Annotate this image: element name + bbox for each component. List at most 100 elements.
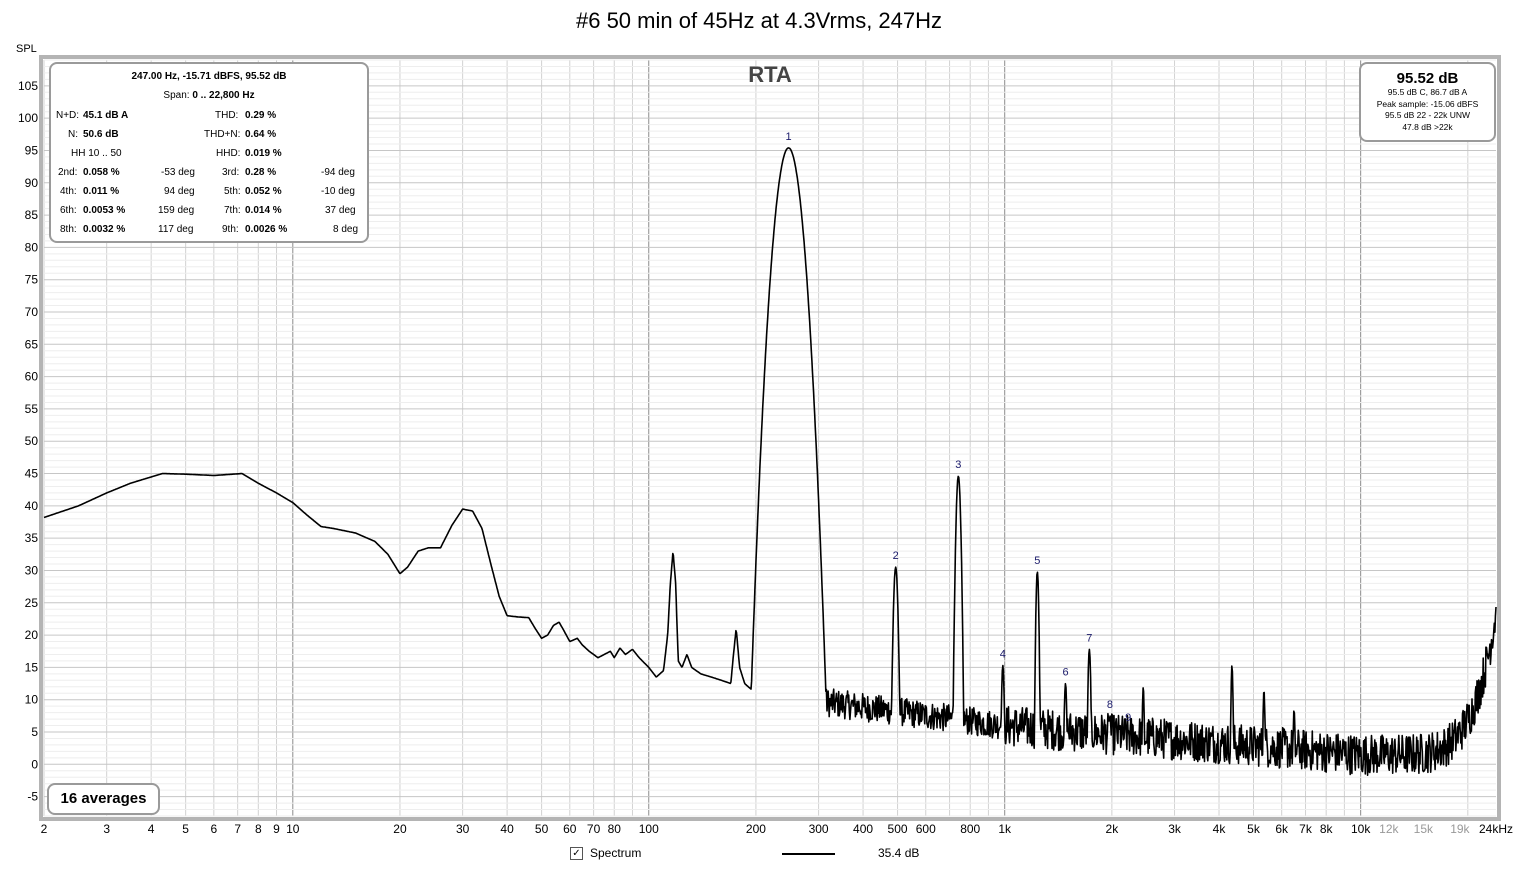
span-value: 0 .. 22,800 Hz: [192, 90, 255, 101]
x-tick-label: 300: [809, 822, 829, 836]
x-tick-label: 10k: [1351, 822, 1371, 836]
y-tick-label: 40: [25, 499, 39, 513]
x-tick-label: 40: [500, 822, 514, 836]
y-tick-label: 25: [25, 596, 39, 610]
x-tick-label: 2k: [1106, 822, 1120, 836]
legend-series-value: 35.4 dB: [878, 846, 920, 860]
harmonic-number-label: 3: [955, 459, 961, 471]
harmonic-phase: 37 deg: [325, 205, 356, 216]
x-tick-label: 800: [960, 822, 980, 836]
y-tick-label: -5: [27, 790, 38, 804]
x-tick-label: 19k: [1450, 822, 1470, 836]
thdn-label: THD+N:: [204, 129, 241, 140]
y-tick-label: 80: [25, 240, 39, 254]
y-tick-label: 55: [25, 402, 39, 416]
x-tick-label: 3: [103, 822, 110, 836]
harmonic-phase: -10 deg: [321, 186, 355, 197]
span-line: Span: 0 .. 22,800 Hz: [51, 90, 367, 101]
n-label: N:: [68, 129, 78, 140]
thdn-value: 0.64 %: [245, 129, 277, 140]
x-tick-label: 400: [853, 822, 873, 836]
y-tick-label: 35: [25, 531, 39, 545]
x-tick-label: 9: [273, 822, 280, 836]
thd-label: THD:: [215, 110, 239, 121]
harmonic-phase: 94 deg: [164, 186, 195, 197]
x-tick-label: 1k: [998, 822, 1012, 836]
harmonic-label: 3rd:: [222, 167, 240, 178]
harmonic-number-label: 8: [1107, 699, 1113, 711]
harmonic-value: 0.052 %: [245, 186, 282, 197]
x-tick-label: 70: [587, 822, 601, 836]
y-axis-ticks: -5 0 5 10 15 20 25 30 35 40 45 50 55 60 65 70 75 80 85 90 95…: [18, 79, 38, 804]
harmonic-phase: -94 deg: [321, 167, 355, 178]
y-tick-label: 100: [18, 111, 38, 125]
x-tick-label: 5: [182, 822, 189, 836]
x-tick-label: 20: [393, 822, 407, 836]
thd-value: 0.29 %: [245, 110, 277, 121]
legend-series-name: Spectrum: [590, 846, 642, 860]
harmonic-number-label: 9: [1125, 712, 1131, 724]
y-tick-label: 50: [25, 434, 39, 448]
harmonic-value: 0.058 %: [83, 167, 120, 178]
y-tick-label: 10: [25, 693, 39, 707]
x-tick-label: 7k: [1299, 822, 1313, 836]
rta-label: RTA: [748, 62, 792, 87]
x-tick-label: 7: [234, 822, 241, 836]
hh-label: HH 10 .. 50: [71, 148, 122, 159]
harmonic-phase: -53 deg: [161, 167, 195, 178]
y-tick-label: 15: [25, 660, 39, 674]
chart-title: #6 50 min of 45Hz at 4.3Vrms, 247Hz: [575, 8, 943, 33]
y-tick-label: 5: [31, 725, 38, 739]
distortion-stats-panel[interactable]: 247.00 Hz, -15.71 dBFS, 95.52 dB Span: 0…: [49, 62, 369, 243]
y-tick-label: 60: [25, 370, 39, 384]
y-tick-label: 75: [25, 273, 39, 287]
level-line: Peak sample: -15.06 dBFS: [1376, 98, 1479, 109]
level-line: 95.5 dB 22 - 22k UNW: [1384, 110, 1471, 120]
level-line: 95.5 dB C, 86.7 dB A: [1387, 87, 1468, 97]
n-value: 50.6 dB: [83, 129, 119, 140]
x-tick-label: 80: [608, 822, 622, 836]
series-spectrum: [43, 147, 1497, 776]
harmonic-value: 0.0053 %: [83, 205, 126, 216]
level-main-value: 95.52 dB: [1396, 70, 1459, 87]
x-tick-label: 15k: [1414, 822, 1434, 836]
y-tick-label: 20: [25, 628, 39, 642]
x-tick-label: 5k: [1247, 822, 1261, 836]
x-tick-label: 24kHz: [1479, 822, 1513, 836]
harmonic-label: 7th:: [224, 205, 241, 216]
level-line: 47.8 dB >22k: [1402, 121, 1453, 132]
x-tick-label: 30: [456, 822, 470, 836]
harmonic-number-label: 2: [893, 550, 899, 562]
grid-lines: [43, 59, 1496, 817]
harmonic-number-label: 7: [1086, 632, 1092, 644]
spectrum-line: [43, 147, 1497, 776]
plot-frame: [39, 55, 1501, 821]
x-tick-label: 8: [255, 822, 262, 836]
y-tick-label: 30: [25, 563, 39, 577]
harmonic-markers: 1 2 3 4 5 6 7 89: [785, 131, 1131, 724]
x-axis-ticks: 2 3 4 5 6 7 8 9 10 20 30 40 50 60 70 80 100 200 300 400 500 6…: [41, 822, 1513, 836]
harmonic-label: 4th:: [60, 186, 77, 197]
harmonic-label: 8th:: [60, 224, 77, 235]
x-tick-label: 10: [286, 822, 300, 836]
x-tick-label: 50: [535, 822, 549, 836]
y-tick-label: 95: [25, 143, 39, 157]
nd-label: N+D:: [56, 110, 80, 121]
spectrum-checkbox[interactable]: ✓: [570, 847, 583, 860]
span-label: Span:: [163, 90, 190, 101]
harmonic-number-label: 1: [785, 131, 791, 143]
harmonic-phase: 117 deg: [158, 224, 194, 235]
nd-value: 45.1 dB A: [83, 110, 129, 121]
level-readout-panel[interactable]: 95.52 dB 95.5 dB C, 86.7 dB A Peak sampl…: [1359, 62, 1496, 142]
harmonic-phase: 8 deg: [333, 224, 359, 235]
x-tick-label: 4k: [1213, 822, 1227, 836]
legend-line-swatch: [782, 853, 835, 855]
harmonic-label: 6th:: [60, 205, 77, 216]
hhd-value: 0.019 %: [245, 148, 282, 159]
x-tick-label: 3k: [1168, 822, 1182, 836]
harmonic-value: 0.014 %: [245, 205, 282, 216]
harmonic-label: 5th:: [224, 186, 241, 197]
harmonic-value: 0.0032 %: [83, 224, 126, 235]
harmonic-number-label: 5: [1034, 555, 1040, 567]
y-tick-label: 85: [25, 208, 39, 222]
